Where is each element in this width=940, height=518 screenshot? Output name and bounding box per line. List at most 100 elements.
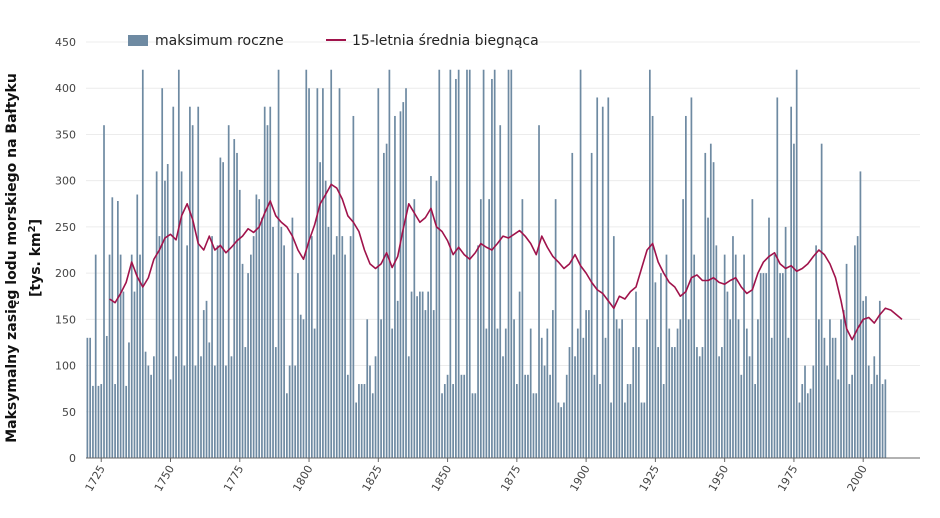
bar <box>618 328 621 458</box>
bar <box>521 199 524 458</box>
bar <box>377 88 380 458</box>
bar <box>225 365 227 458</box>
bar <box>624 402 626 458</box>
y-tick-label: 100 <box>55 360 76 373</box>
bar <box>854 245 856 458</box>
bar <box>563 402 565 458</box>
bar <box>768 217 770 458</box>
bar <box>424 310 427 458</box>
bar <box>119 254 122 458</box>
bar <box>94 254 97 458</box>
bar <box>263 106 266 459</box>
bar <box>169 379 172 458</box>
bar <box>89 337 92 458</box>
bar <box>485 328 488 458</box>
bar <box>535 393 538 458</box>
bar <box>640 402 643 458</box>
bar <box>554 199 557 458</box>
bar <box>806 393 809 458</box>
bar <box>621 319 623 458</box>
bar <box>288 365 291 458</box>
bar <box>881 384 884 458</box>
bar <box>682 199 684 458</box>
bar <box>734 254 737 458</box>
bar <box>546 328 549 458</box>
bar <box>837 379 840 458</box>
bar <box>571 152 574 458</box>
bar <box>787 337 790 458</box>
bar <box>338 88 341 458</box>
bar <box>601 106 604 459</box>
bar <box>629 384 632 458</box>
bar <box>643 402 646 458</box>
bar <box>446 374 449 458</box>
y-tick-label: 150 <box>55 313 76 326</box>
bar <box>344 254 346 458</box>
legend: maksimum roczne 15-letnia średnia biegną… <box>128 33 539 49</box>
bar <box>848 384 851 458</box>
y-tick-label: 400 <box>55 82 76 95</box>
bar <box>477 245 479 458</box>
bar-series <box>86 69 887 459</box>
bar <box>779 273 781 458</box>
bar <box>474 393 477 458</box>
bar <box>579 69 582 458</box>
bar <box>726 291 729 458</box>
bar <box>153 356 155 458</box>
bar <box>488 199 490 458</box>
bar <box>443 384 446 458</box>
bar <box>299 314 302 458</box>
bar <box>141 69 144 458</box>
bar <box>693 254 696 458</box>
bar <box>427 291 430 458</box>
bar <box>745 328 748 458</box>
bar <box>358 384 360 458</box>
bar <box>230 356 233 458</box>
bar <box>105 335 108 458</box>
bar <box>801 384 804 458</box>
x-tick-label: 1850 <box>429 463 454 494</box>
bar <box>557 402 560 458</box>
x-tick-label: 1800 <box>290 463 315 494</box>
bar <box>781 273 784 458</box>
bar <box>615 319 618 458</box>
bar <box>610 402 612 458</box>
bar <box>493 69 496 458</box>
x-tick-label: 1900 <box>567 463 592 494</box>
bar <box>103 125 105 458</box>
bar <box>213 365 216 458</box>
bar <box>413 199 416 458</box>
bar <box>216 245 219 458</box>
y-axis-ticks: 0 50 100 150 200 250 300 350 400 450 <box>55 36 76 465</box>
bar <box>527 374 529 458</box>
y-tick-label: 450 <box>55 36 76 49</box>
x-tick-label: 1750 <box>152 463 177 494</box>
bar <box>754 384 756 458</box>
bar <box>117 201 119 458</box>
bar <box>144 351 147 458</box>
bar <box>765 273 768 458</box>
bar <box>834 337 837 458</box>
bar <box>751 199 754 458</box>
bar <box>612 236 615 458</box>
bar <box>740 374 743 458</box>
bar <box>518 291 521 458</box>
bar <box>721 347 723 458</box>
bar <box>164 180 166 459</box>
bar <box>211 236 213 458</box>
bar <box>538 125 540 458</box>
y-tick-label: 0 <box>69 452 76 465</box>
bar <box>596 97 599 458</box>
bar <box>701 347 704 458</box>
bar <box>870 384 873 458</box>
bar <box>360 384 363 458</box>
bar <box>552 310 554 458</box>
bar <box>283 245 285 458</box>
bar <box>346 374 349 458</box>
bar <box>540 337 543 458</box>
bar <box>709 143 712 458</box>
bar <box>793 143 795 458</box>
bar <box>790 106 793 459</box>
y-tick-label: 200 <box>55 267 76 280</box>
bar <box>175 356 177 458</box>
